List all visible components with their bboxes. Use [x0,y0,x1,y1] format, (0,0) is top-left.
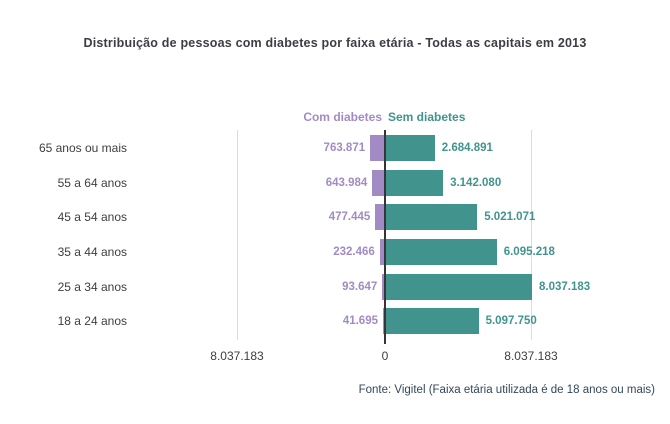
gridline-right [531,130,532,340]
gridline-left [237,130,238,340]
bar-sem-diabetes [386,273,532,300]
value-label-sem-diabetes: 3.142.080 [450,176,502,189]
bar-sem-diabetes [386,169,444,196]
chart-row: 55 a 64 anos 643.984 3.142.080 [0,165,670,200]
value-label-sem-diabetes: 5.021.071 [484,211,536,224]
value-label-com-diabetes: 41.695 [342,315,378,328]
x-tick-zero: 0 [381,349,389,363]
bar-com-diabetes [379,238,384,265]
value-label-sem-diabetes: 2.684.891 [441,141,493,154]
value-label-sem-diabetes: 8.037.183 [539,280,591,293]
x-tick-left: 8.037.183 [210,349,264,363]
value-label-com-diabetes: 93.647 [342,280,378,293]
bar-sem-diabetes [386,134,435,161]
category-label: 65 anos ou mais [38,140,127,155]
legend-com-diabetes: Com diabetes [303,110,382,124]
bar-sem-diabetes [386,204,478,231]
chart-row: 45 a 54 anos 477.445 5.021.071 [0,200,670,235]
bar-com-diabetes [372,169,384,196]
bar-com-diabetes [370,134,384,161]
value-label-sem-diabetes: 6.095.218 [503,245,555,258]
chart-row: 18 a 24 anos 41.695 5.097.750 [0,304,670,339]
value-label-com-diabetes: 763.871 [323,141,366,154]
legend-sem-diabetes: Sem diabetes [388,110,466,124]
bar-sem-diabetes [386,308,479,335]
category-label: 18 a 24 anos [57,314,127,329]
category-label: 35 a 44 anos [57,244,127,259]
value-label-com-diabetes: 643.984 [325,176,368,189]
bar-com-diabetes [382,273,384,300]
category-label: 25 a 34 anos [57,279,127,294]
value-label-com-diabetes: 477.445 [328,211,371,224]
bar-com-diabetes [383,308,384,335]
chart-row: 65 anos ou mais 763.871 2.684.891 [0,131,670,166]
x-tick-right: 8.037.183 [504,349,558,363]
chart-title: Distribuição de pessoas com diabetes por… [83,36,587,50]
value-label-com-diabetes: 232.466 [333,245,375,258]
source-note: Fonte: Vigitel (Faixa etária utilizada é… [358,384,655,396]
bar-com-diabetes [375,204,384,231]
chart-row: 25 a 34 anos 93.647 8.037.183 [0,269,670,304]
category-label: 55 a 64 anos [57,175,127,190]
zero-axis-line [384,130,386,344]
chart-row: 35 a 44 anos 232.466 6.095.218 [0,235,670,270]
value-label-sem-diabetes: 5.097.750 [485,315,537,328]
bar-sem-diabetes [386,238,497,265]
category-label: 45 a 54 anos [57,210,127,225]
